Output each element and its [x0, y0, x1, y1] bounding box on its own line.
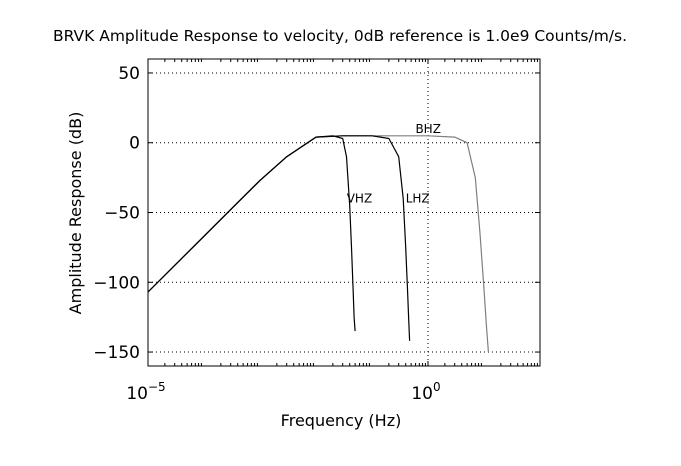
x-axis-label: Frequency (Hz): [281, 411, 402, 430]
y-tick-label: −150: [93, 343, 140, 363]
y-tick-label: −100: [93, 273, 140, 293]
series-line-lhz: [147, 135, 411, 341]
y-axis-label: Amplitude Response (dB): [66, 112, 85, 315]
series-lines: [147, 135, 489, 353]
chart-title: BRVK Amplitude Response to velocity, 0dB…: [53, 27, 627, 45]
curve-labels: VHZ LHZ BHZ: [347, 122, 441, 206]
series-line-bhz: [147, 135, 489, 353]
curve-label-bhz: BHZ: [415, 122, 440, 136]
x-tick-label: 100: [411, 380, 440, 404]
axis-ticks: 50 0 −50 −100 −150 10−5 100: [93, 59, 540, 404]
curve-label-vhz: VHZ: [347, 192, 372, 206]
x-tick-label: 10−5: [126, 380, 165, 404]
curve-label-lhz: LHZ: [406, 192, 430, 206]
grid: [147, 59, 540, 366]
y-tick-label: −50: [104, 204, 140, 224]
y-tick-label: 0: [129, 134, 140, 154]
series-line-vhz: [147, 135, 356, 332]
y-tick-label: 50: [118, 64, 140, 84]
